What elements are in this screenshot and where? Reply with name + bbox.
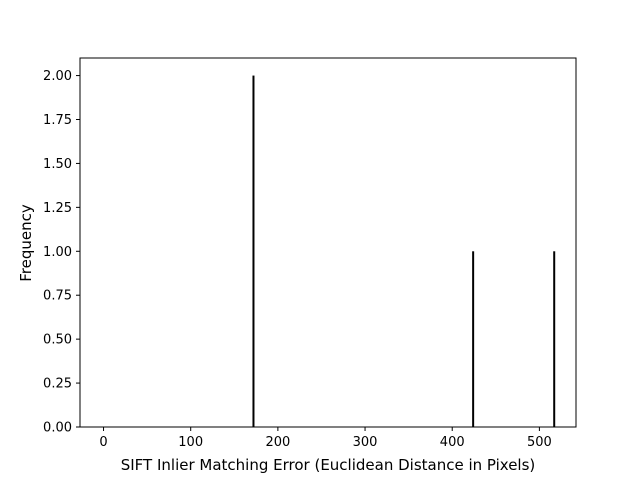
bar-2 (553, 251, 556, 427)
x-axis-ticks: 0 100 200 300 400 500 (99, 427, 552, 450)
y-tick-label-0: 0.00 (43, 421, 72, 436)
x-tick-label-2: 200 (265, 435, 290, 450)
y-tick-label-3: 0.75 (43, 289, 72, 304)
y-tick-label-2: 0.50 (43, 333, 72, 348)
y-axis-ticks: 0.00 0.25 0.50 0.75 1.00 1.25 1.50 1.75 2.00 (43, 69, 80, 436)
x-tick-label-4: 400 (440, 435, 465, 450)
x-tick-label-5: 500 (527, 435, 552, 450)
x-tick-label-0: 0 (99, 435, 107, 450)
y-tick-label-6: 1.50 (43, 157, 72, 172)
x-tick-label-3: 300 (353, 435, 378, 450)
bars-layer (252, 75, 556, 427)
y-tick-label-8: 2.00 (43, 69, 72, 84)
bar-1 (472, 251, 475, 427)
y-tick-label-1: 0.25 (43, 377, 72, 392)
y-axis-label: Frequency (17, 204, 35, 282)
y-tick-label-4: 1.00 (43, 245, 72, 260)
plot-frame (79, 57, 577, 428)
x-axis-label: SIFT Inlier Matching Error (Euclidean Di… (121, 456, 536, 474)
y-tick-label-5: 1.25 (43, 201, 72, 216)
bar-0 (252, 75, 255, 427)
x-tick-label-1: 100 (178, 435, 203, 450)
y-tick-label-7: 1.75 (43, 113, 72, 128)
